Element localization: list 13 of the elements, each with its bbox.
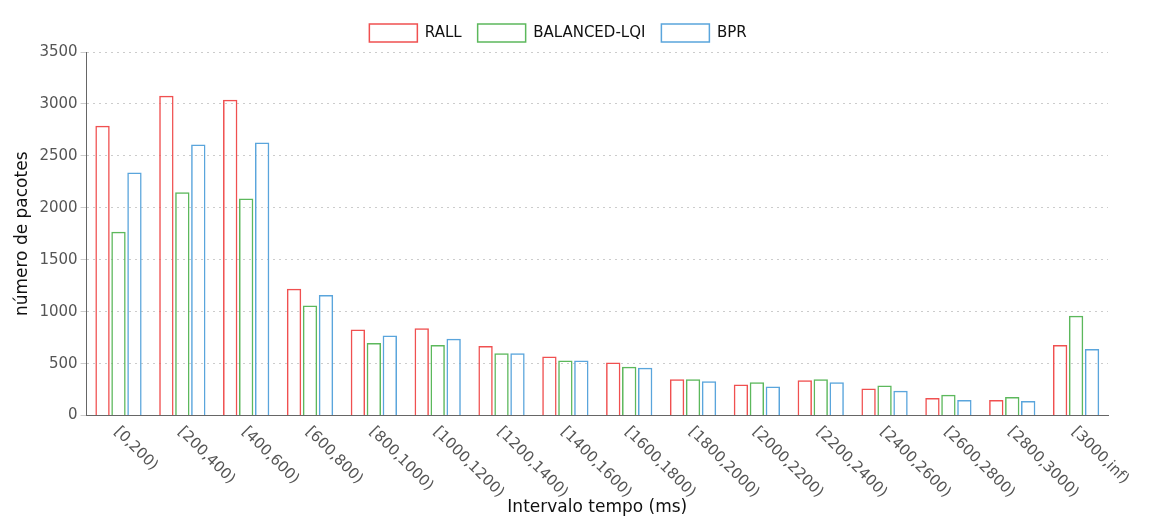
- y-tick-label: 0: [68, 405, 78, 424]
- y-tick-label: 2000: [39, 197, 78, 216]
- y-tick-label: 1500: [39, 249, 78, 268]
- y-tick-label: 500: [48, 353, 78, 372]
- y-tick-label: 1000: [39, 301, 78, 320]
- x-axis-title: Intervalo tempo (ms): [507, 496, 688, 517]
- y-tick-label: 3000: [39, 93, 78, 112]
- y-tick-label: 3500: [39, 41, 78, 60]
- legend-label: BALANCED-LQI: [533, 22, 646, 41]
- y-axis-title: número de pacotes: [10, 151, 31, 317]
- y-tick-label: 2500: [39, 145, 78, 164]
- legend-label: BPR: [716, 22, 747, 41]
- legend-label: RALL: [424, 22, 463, 41]
